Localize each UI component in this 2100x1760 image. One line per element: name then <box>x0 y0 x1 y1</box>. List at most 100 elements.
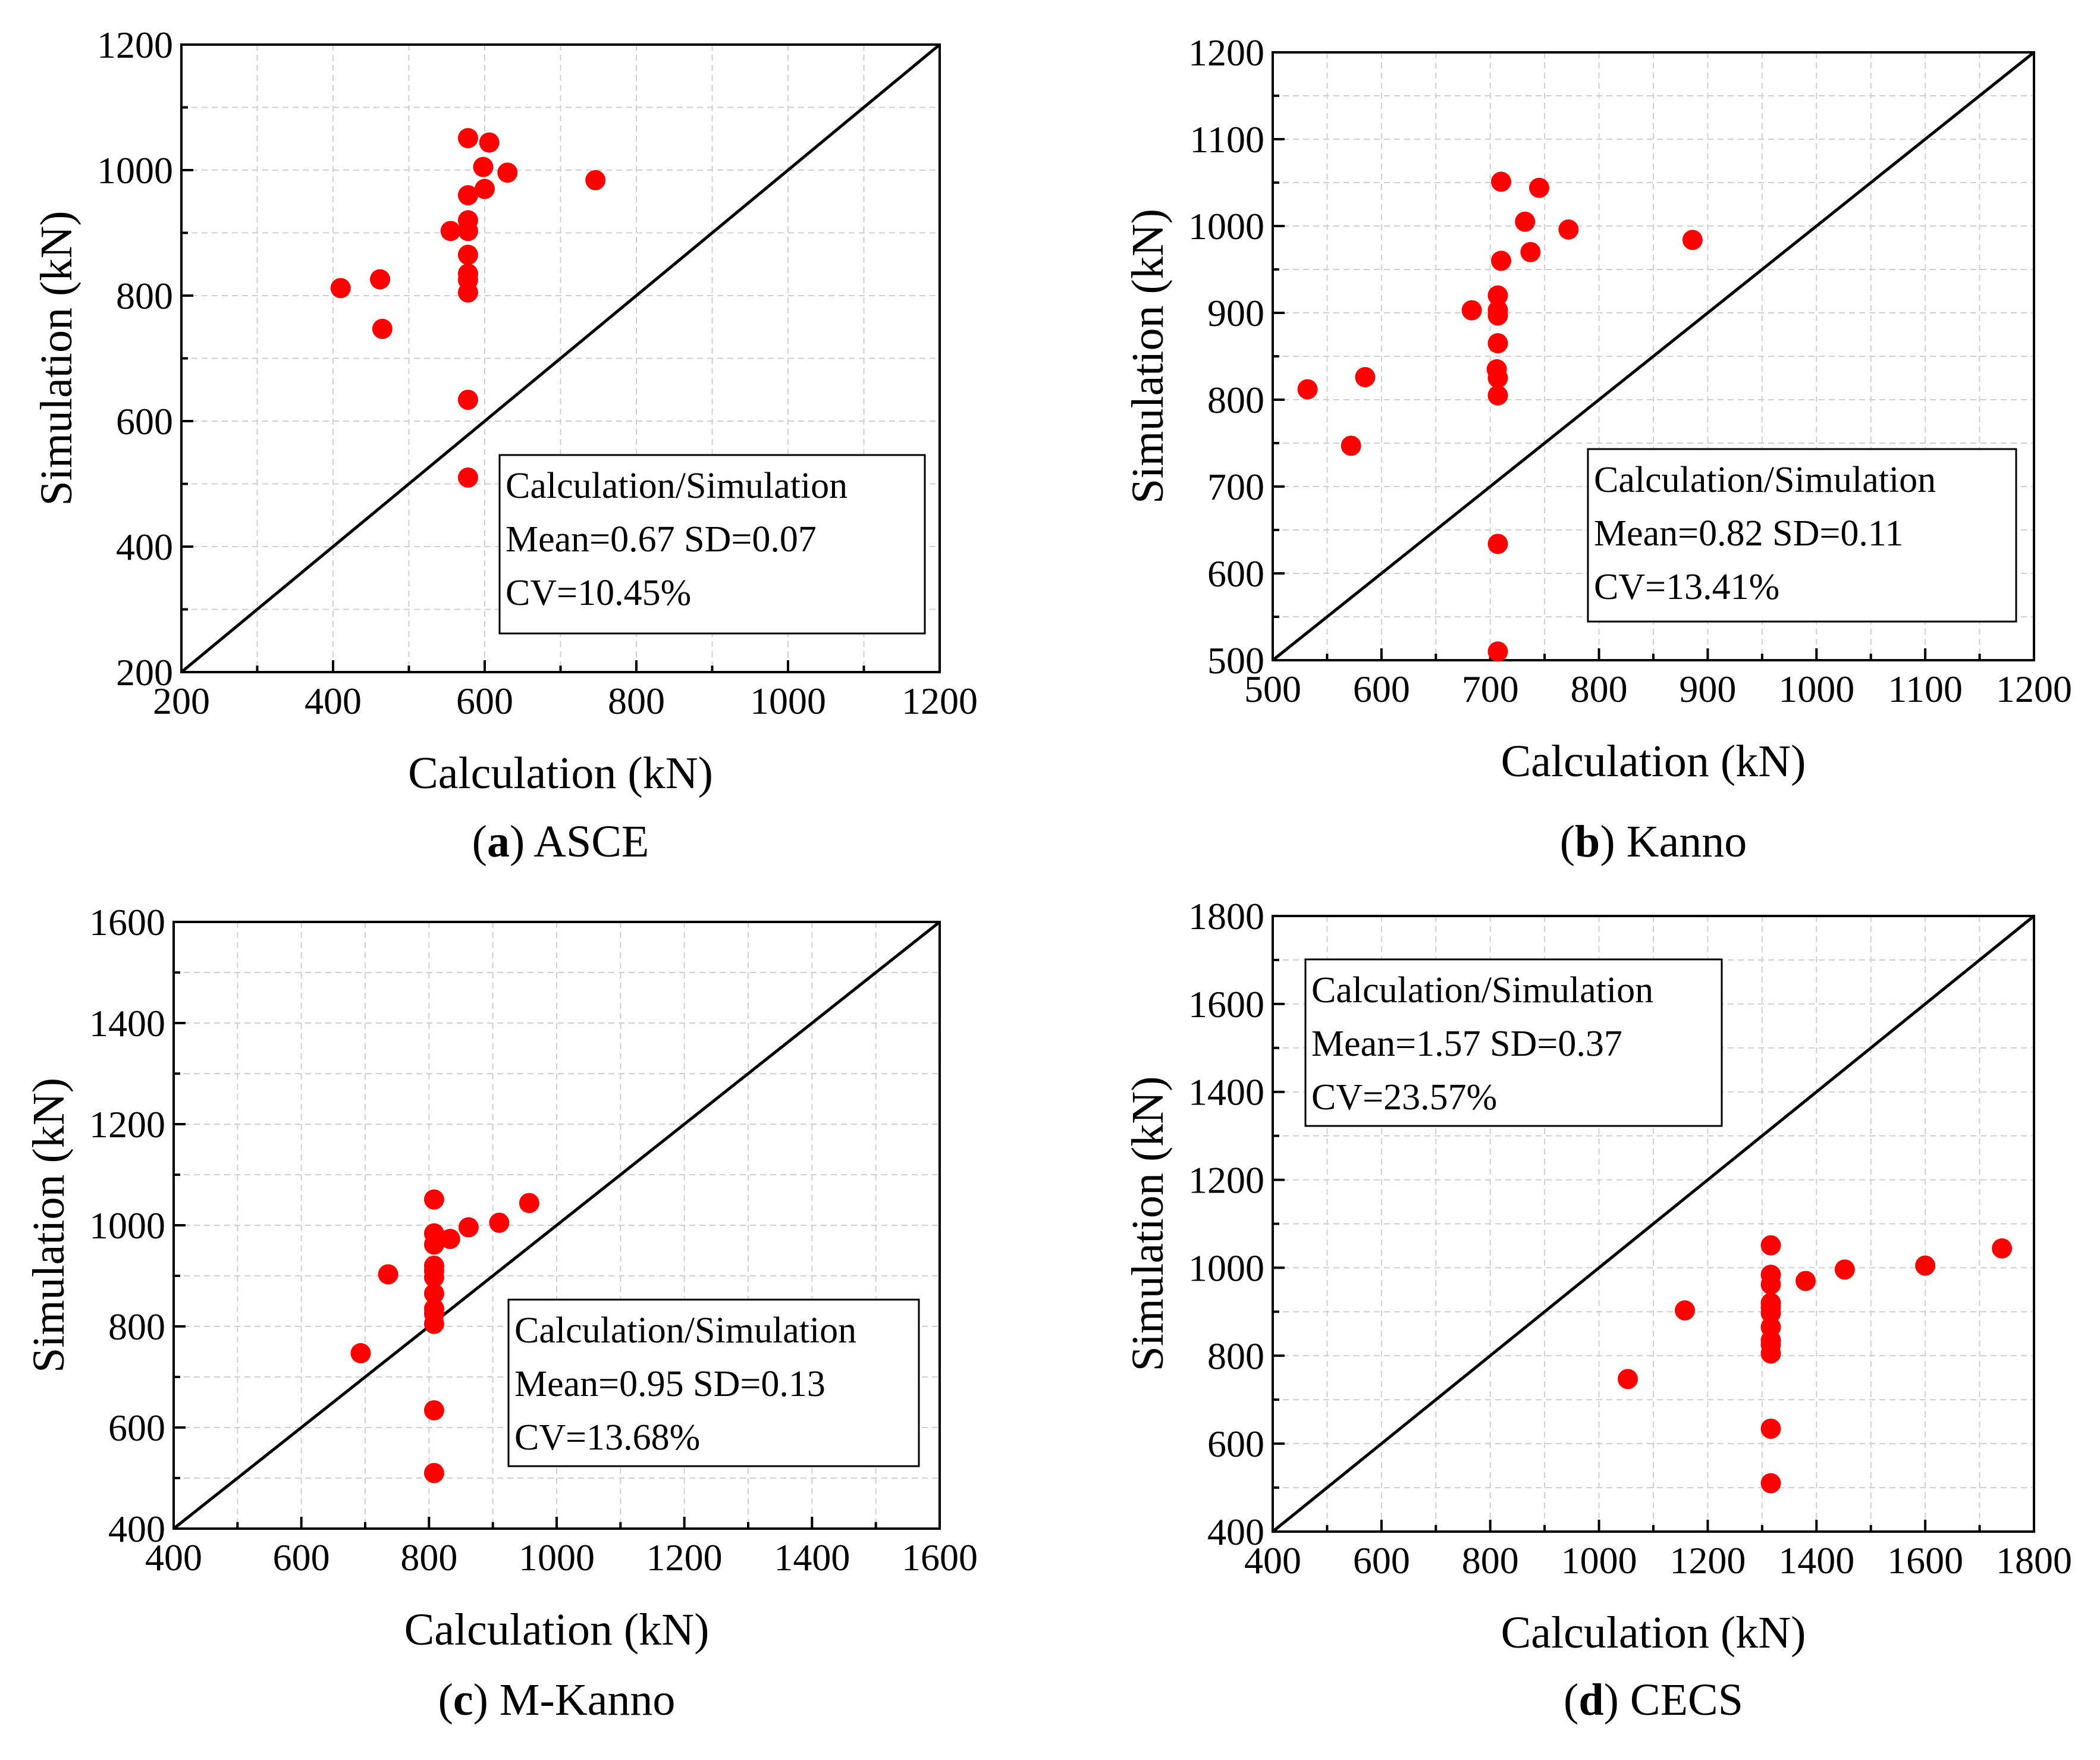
x-tick-label: 900 <box>1679 668 1736 710</box>
x-tick-label: 800 <box>400 1536 457 1579</box>
data-point <box>1834 1259 1855 1280</box>
y-tick-label: 700 <box>1207 466 1264 508</box>
data-point <box>1795 1270 1816 1291</box>
diagonal-reference-line <box>1272 915 2035 1533</box>
y-tick-label: 1000 <box>97 149 173 192</box>
x-axis-title: Calculation (kN) <box>404 1605 710 1655</box>
data-point <box>1760 1419 1781 1439</box>
x-tick-label: 1600 <box>902 1536 978 1579</box>
x-axis-title: Calculation (kN) <box>1501 1608 1806 1658</box>
data-point <box>378 1264 398 1285</box>
x-tick-label: 1200 <box>646 1536 723 1579</box>
y-tick-label: 400 <box>1207 1511 1264 1553</box>
data-point <box>423 1189 444 1210</box>
x-tick-label: 1400 <box>774 1536 850 1579</box>
y-tick-label: 800 <box>1207 379 1264 421</box>
y-axis-title: Simulation (kN) <box>24 1078 74 1373</box>
y-tick-label: 1200 <box>1188 32 1264 74</box>
data-point <box>1487 333 1508 354</box>
x-tick-label: 400 <box>145 1536 202 1579</box>
y-tick-label: 400 <box>108 1508 165 1550</box>
data-point <box>1491 250 1511 271</box>
caption-title: CECS <box>1630 1675 1743 1725</box>
data-point <box>457 128 478 149</box>
x-tick-label: 200 <box>153 680 210 722</box>
x-tick-label: 600 <box>456 680 513 722</box>
x-tick-label: 1000 <box>750 680 826 722</box>
caption-title: ASCE <box>533 817 649 867</box>
stats-line: Mean=0.95 SD=0.13 <box>514 1364 825 1404</box>
y-tick-label: 800 <box>108 1306 165 1348</box>
x-tick-label: 800 <box>608 680 665 722</box>
data-point <box>440 221 461 241</box>
x-axis-title: Calculation (kN) <box>1501 736 1806 786</box>
y-tick-label: 600 <box>108 1407 165 1449</box>
data-point <box>479 132 500 153</box>
x-tick-label: 1200 <box>1996 668 2072 710</box>
data-point <box>519 1193 539 1213</box>
panel-caption: (a) ASCE <box>472 817 649 867</box>
y-axis-title: Simulation (kN) <box>1123 209 1173 504</box>
stats-box <box>1587 448 2017 623</box>
stats-line: CV=13.68% <box>514 1417 700 1458</box>
stats-line: Mean=1.57 SD=0.37 <box>1311 1024 1622 1064</box>
data-point <box>458 1217 479 1238</box>
data-point <box>1760 1235 1781 1256</box>
data-point <box>1491 171 1511 192</box>
data-point <box>457 467 478 488</box>
data-point <box>457 390 478 410</box>
data-point <box>423 1313 444 1334</box>
stats-line: CV=10.45% <box>506 573 691 613</box>
y-tick-label: 800 <box>116 275 173 317</box>
stats-box <box>498 454 926 635</box>
y-tick-label: 1800 <box>1188 895 1264 937</box>
x-tick-label: 1400 <box>1778 1539 1854 1582</box>
data-point <box>1487 385 1508 406</box>
x-tick-label: 1000 <box>519 1536 595 1579</box>
data-point <box>1760 1343 1781 1364</box>
diagonal-reference-line <box>1272 51 2035 661</box>
data-point <box>440 1228 460 1249</box>
data-point <box>489 1212 510 1233</box>
data-point <box>1915 1255 1936 1276</box>
y-tick-label: 1000 <box>1188 1247 1264 1289</box>
y-tick-label: 500 <box>1207 639 1264 682</box>
data-point <box>1461 300 1482 321</box>
y-tick-label: 600 <box>1207 1423 1264 1465</box>
data-point <box>1487 534 1508 554</box>
y-tick-label: 1200 <box>1188 1159 1264 1201</box>
data-point <box>1487 641 1508 662</box>
stats-line: Calculation/Simulation <box>514 1310 856 1351</box>
data-point <box>1760 1274 1781 1295</box>
x-axis-title: Calculation (kN) <box>408 748 713 798</box>
x-tick-label: 800 <box>1571 668 1628 710</box>
y-tick-label: 1400 <box>1188 1071 1264 1113</box>
x-tick-label: 1600 <box>1887 1539 1963 1582</box>
x-tick-label: 600 <box>273 1536 330 1579</box>
x-tick-label: 400 <box>1244 1539 1301 1582</box>
caption-paren-close: ) <box>1600 817 1626 867</box>
data-point <box>1487 368 1508 388</box>
data-point <box>330 278 351 299</box>
stats-box <box>1304 958 1723 1127</box>
panel-b: 500 600 700 800 900 1000 1100 1200 500 600 700 800 9… <box>1123 32 2072 867</box>
x-tick-label: 1200 <box>902 680 978 722</box>
caption-paren-close: ) <box>510 817 533 867</box>
stats-line: Calculation/Simulation <box>1311 970 1653 1011</box>
y-axis-title: Simulation (kN) <box>1123 1076 1173 1371</box>
panel-c: 400 600 800 1000 1200 1400 1600 400 600 800 1000 12… <box>24 901 978 1725</box>
data-point <box>423 1267 444 1288</box>
x-tick-label: 400 <box>305 680 362 722</box>
data-point <box>473 156 494 177</box>
data-point <box>457 221 478 241</box>
data-point <box>350 1343 371 1364</box>
x-tick-label: 1000 <box>1778 668 1854 710</box>
stats-line: CV=13.41% <box>1594 567 1779 607</box>
caption-paren-open: ( <box>472 817 487 867</box>
x-tick-label: 1200 <box>1669 1539 1746 1582</box>
data-point <box>423 1234 444 1255</box>
data-point <box>1675 1300 1696 1321</box>
panel-caption: (b) Kanno <box>1560 817 1747 867</box>
data-point <box>423 1400 444 1421</box>
data-point <box>1760 1473 1781 1494</box>
